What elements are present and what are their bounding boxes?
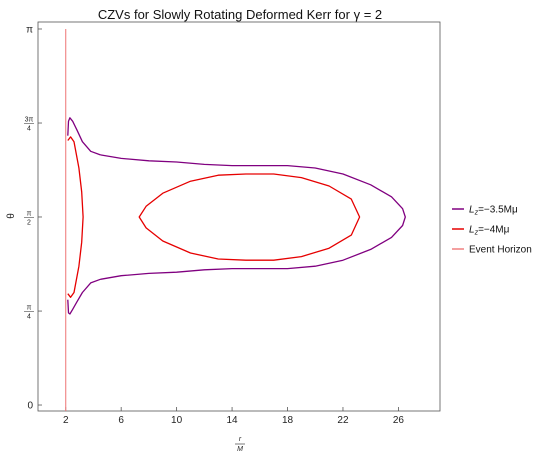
x-axis-label-den: M — [237, 446, 243, 453]
plot-frame — [37, 21, 441, 412]
y-tick-label: π — [26, 24, 33, 35]
plot-curves — [65, 28, 406, 411]
y-tick-label-den: 2 — [27, 219, 31, 226]
x-tick-label: 26 — [393, 415, 405, 426]
series-red-inner-lobe — [67, 136, 84, 298]
x-tick-label: 14 — [227, 415, 239, 426]
legend: Lz=−3.5Mμ Lz=−4Mμ Event Horizon — [452, 205, 532, 256]
x-tick-label: 18 — [282, 415, 294, 426]
x-axis-label-num: r — [239, 436, 242, 443]
x-axis-label: r M — [235, 436, 245, 453]
y-tick-label-num: π — [27, 210, 32, 217]
y-tick-label: 0 — [27, 401, 33, 412]
y-tick-label-num: π — [27, 305, 32, 312]
legend-label: Lz=−3.5Mμ — [469, 205, 518, 217]
series-purple-outer-curve — [100, 154, 406, 280]
y-axis-label: θ — [6, 213, 17, 219]
y-tick-label-num: 3π — [25, 117, 34, 124]
series-purple-upper-neck — [67, 117, 101, 156]
legend-label: Lz=−4Mμ — [469, 225, 510, 237]
series-red-ellipse — [138, 173, 361, 261]
x-tick-label: 22 — [337, 415, 349, 426]
y-tick-label-den: 4 — [27, 314, 31, 321]
x-tick-label: 10 — [171, 415, 183, 426]
chart-title: CZVs for Slowly Rotating Deformed Kerr f… — [98, 7, 382, 22]
legend-label: Event Horizon — [469, 245, 532, 256]
series-purple-lower-neck — [67, 278, 101, 315]
x-tick-label: 6 — [118, 415, 124, 426]
x-tick-label: 2 — [63, 415, 69, 426]
y-tick-label-den: 4 — [27, 126, 31, 133]
